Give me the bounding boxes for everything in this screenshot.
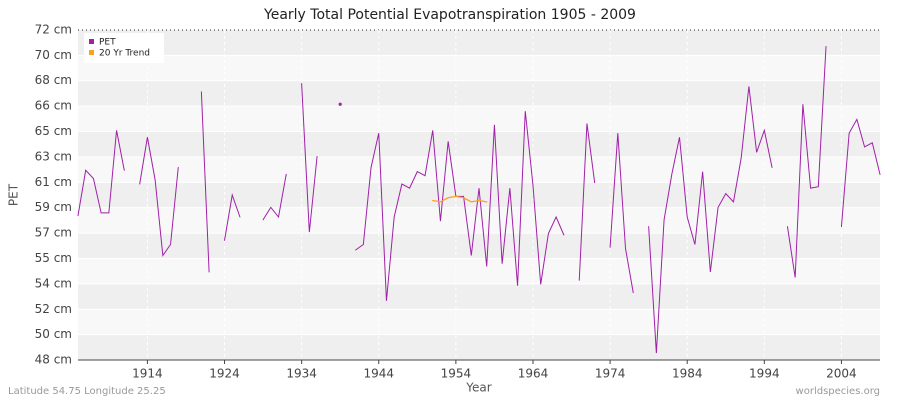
grid-band	[78, 80, 880, 107]
y-tick-label: 72 cm	[35, 23, 72, 37]
x-tick-label: 1954	[441, 367, 472, 381]
legend-label: PET	[99, 38, 116, 48]
y-tick-label: 70 cm	[35, 48, 72, 62]
y-axis-label: PET	[7, 183, 21, 206]
data-line	[77, 46, 881, 354]
grid-band	[78, 182, 880, 208]
x-tick-label: 1974	[595, 367, 626, 381]
y-tick-label: 54 cm	[35, 276, 72, 290]
y-tick-label: 57 cm	[35, 226, 72, 240]
legend-swatch	[89, 50, 94, 55]
x-tick-label: 1914	[132, 367, 163, 381]
x-tick-label: 1964	[518, 367, 549, 381]
x-tick-label: 1994	[749, 367, 780, 381]
legend-label: 20 Yr Trend	[99, 49, 150, 59]
y-tick-label: 68 cm	[35, 73, 72, 87]
legend-box	[84, 33, 164, 63]
source-note: worldspecies.org	[796, 386, 880, 397]
y-tick-label: 65 cm	[35, 124, 72, 138]
x-tick-label: 1934	[286, 367, 317, 381]
y-tick-label: 61 cm	[35, 175, 72, 189]
y-tick-label: 48 cm	[35, 353, 72, 367]
grid-band	[78, 233, 880, 259]
x-tick-label: 1924	[209, 367, 240, 381]
x-tick-label: 1984	[672, 367, 703, 381]
location-note: Latitude 54.75 Longitude 25.25	[8, 386, 166, 397]
plot-area	[78, 29, 880, 361]
grid-band	[78, 131, 880, 157]
y-tick-label: 50 cm	[35, 327, 72, 341]
grid-band	[78, 30, 880, 56]
grid-band	[78, 283, 880, 310]
x-tick-label: 1944	[363, 367, 394, 381]
y-tick-label: 52 cm	[35, 302, 72, 316]
legend-swatch	[89, 39, 94, 44]
x-axis-label: Year	[465, 381, 491, 395]
y-tick-label: 55 cm	[35, 251, 72, 265]
x-tick-label: 2004	[826, 367, 857, 381]
y-tick-label: 63 cm	[35, 149, 72, 163]
y-tick-label: 66 cm	[35, 99, 72, 113]
grid-band	[78, 334, 880, 360]
y-tick-label: 59 cm	[35, 200, 72, 214]
chart-title: Yearly Total Potential Evapotranspiratio…	[263, 7, 636, 23]
data-line	[432, 195, 488, 203]
